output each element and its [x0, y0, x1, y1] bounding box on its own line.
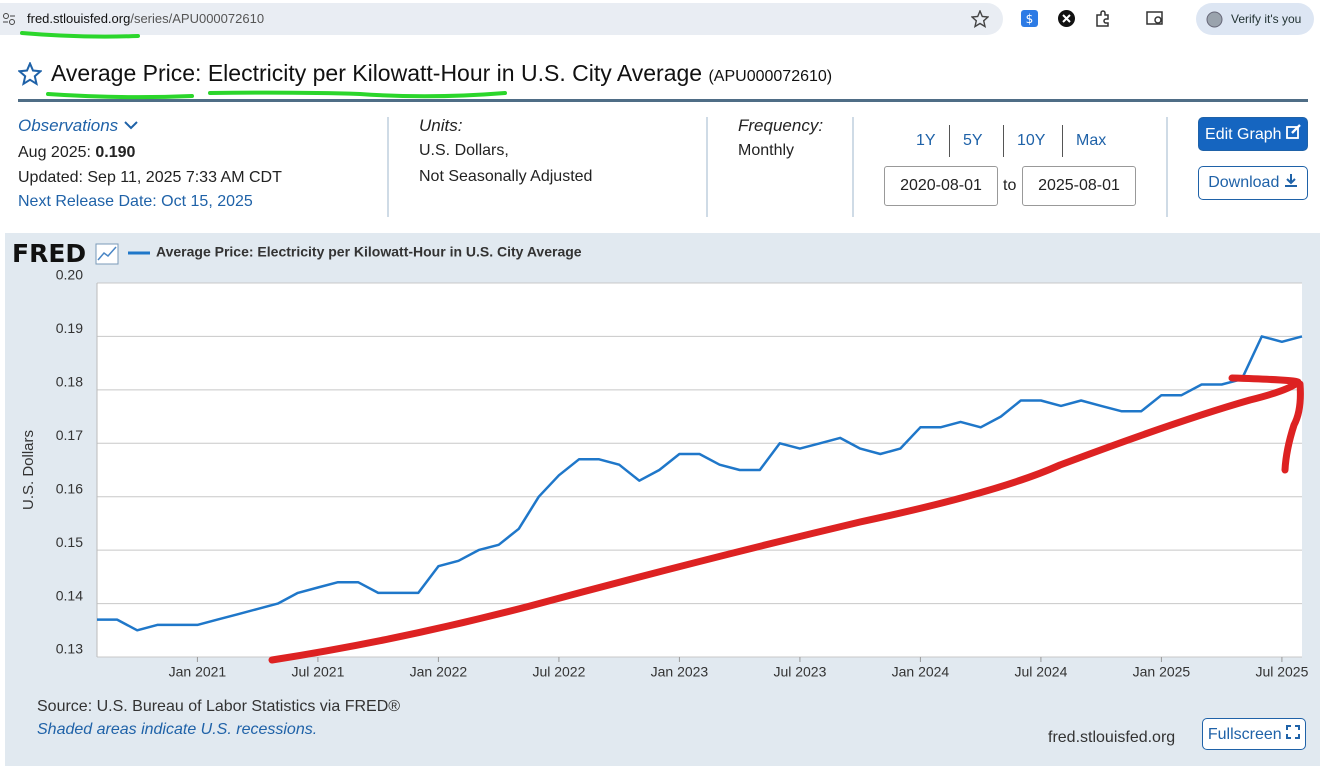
x-tick-label: Jan 2021: [169, 664, 227, 680]
recession-note: Shaded areas indicate U.S. recessions.: [37, 721, 318, 738]
x-tick-label: Jan 2024: [892, 664, 950, 680]
x-tick-label: Jul 2023: [773, 664, 826, 680]
range-button[interactable]: 10Y: [1017, 132, 1046, 149]
button-text: Download: [1208, 174, 1280, 191]
chart: FRED 0.13 0.14 0.15 0.16 0.17 0.18 0.19 0.20 Jan…: [12, 239, 1309, 680]
observations-label: Observations: [18, 116, 119, 135]
fullscreen-button[interactable]: Fullscreen: [1202, 718, 1306, 750]
y-tick-label: 0.15: [56, 534, 83, 550]
y-tick-label: 0.18: [56, 374, 83, 390]
frequency-value: Monthly: [738, 142, 795, 159]
frequency-label: Frequency:: [738, 116, 824, 135]
url-host: fred.stlouisfed.org: [27, 11, 131, 26]
fullscreen-icon: [1286, 725, 1301, 739]
next-release[interactable]: Next Release Date: Oct 15, 2025: [18, 193, 253, 210]
y-tick-label: 0.13: [56, 641, 83, 657]
highlight-underline: [208, 90, 507, 99]
date-to[interactable]: 2025-08-01: [1022, 166, 1136, 206]
tab-search-icon[interactable]: [1146, 10, 1166, 27]
plot-area: [97, 283, 1302, 657]
highlight-underline: [46, 92, 194, 100]
observations-toggle[interactable]: Observations: [18, 116, 139, 136]
site-info-icon[interactable]: [2, 12, 16, 26]
bookmark-star[interactable]: [971, 10, 989, 28]
x-tick-label: Jan 2025: [1133, 664, 1191, 680]
range-separator: [949, 125, 950, 157]
units-label: Units:: [419, 116, 463, 135]
y-tick-label: 0.14: [56, 587, 83, 603]
range-separator: [1003, 125, 1004, 157]
y-tick-label: 0.17: [56, 427, 83, 443]
separator: [387, 117, 389, 217]
units-line: Not Seasonally Adjusted: [419, 168, 593, 185]
svg-text:$: $: [1026, 12, 1034, 26]
button-text: Edit Graph: [1205, 126, 1282, 143]
download-button[interactable]: Download: [1198, 166, 1308, 200]
date-separator: to: [1003, 177, 1017, 194]
favorite-star[interactable]: [18, 62, 42, 86]
latest-value: 0.190: [95, 144, 136, 161]
separator: [706, 117, 708, 217]
profile-icon: [1206, 11, 1223, 28]
latest-date: Aug 2025:: [18, 144, 91, 161]
edit-graph-button[interactable]: Edit Graph: [1198, 117, 1308, 151]
x-tick-label: Jul 2025: [1255, 664, 1308, 680]
y-tick-label: 0.16: [56, 480, 83, 496]
y-tick-label: 0.19: [56, 320, 83, 336]
range-button[interactable]: 1Y: [916, 132, 936, 149]
download-icon: [1284, 174, 1297, 187]
latest-observation: Aug 2025: 0.190: [18, 144, 135, 162]
series-id: (APU000072610): [708, 68, 833, 85]
separator: [1166, 117, 1168, 217]
x-tick-label: Jan 2022: [410, 664, 468, 680]
x-tick-label: Jan 2023: [651, 664, 709, 680]
profile-button[interactable]: Verify it's you: [1196, 3, 1314, 35]
chevron: [124, 121, 138, 130]
extensions-icon[interactable]: [1094, 10, 1111, 27]
y-axis-label: U.S. Dollars: [20, 430, 37, 510]
legend-label: Average Price: Electricity per Kilowatt-…: [156, 244, 582, 260]
address-bar[interactable]: [0, 3, 1003, 35]
x-tick-label: Jul 2024: [1014, 664, 1067, 680]
source: Source: U.S. Bureau of Labor Statistics …: [37, 698, 401, 715]
range-button[interactable]: Max: [1076, 132, 1107, 149]
series-title: Average Price: Electricity per Kilowatt-…: [51, 60, 832, 87]
y-tick-label: 0.20: [56, 267, 83, 283]
extension-icon[interactable]: [1058, 10, 1075, 27]
fred-logo: FRED: [12, 239, 86, 268]
profile-text: Verify it's you: [1231, 12, 1302, 26]
x-tick-label: Jul 2022: [532, 664, 585, 680]
title-rule: [18, 99, 1308, 102]
updated: Updated: Sep 11, 2025 7:33 AM CDT: [18, 169, 282, 186]
range-button[interactable]: 5Y: [963, 132, 983, 149]
edit-icon: [1286, 124, 1301, 139]
range-separator: [1062, 125, 1063, 157]
browser-bar: fred.stlouisfed.org/series/APU000072610 …: [0, 0, 1320, 38]
url[interactable]: fred.stlouisfed.org/series/APU000072610: [27, 11, 264, 26]
url-path: /series/APU000072610: [130, 11, 265, 26]
units-line: U.S. Dollars,: [419, 142, 509, 159]
date-from[interactable]: 2020-08-01: [884, 166, 998, 206]
button-text: Fullscreen: [1207, 726, 1282, 743]
separator: [852, 117, 854, 217]
title-text: Average Price: Electricity per Kilowatt-…: [51, 60, 703, 86]
logo-icon: [95, 243, 119, 265]
extension-icon[interactable]: $: [1021, 10, 1038, 27]
x-tick-label: Jul 2021: [291, 664, 344, 680]
site-credit: fred.stlouisfed.org: [1048, 729, 1176, 746]
